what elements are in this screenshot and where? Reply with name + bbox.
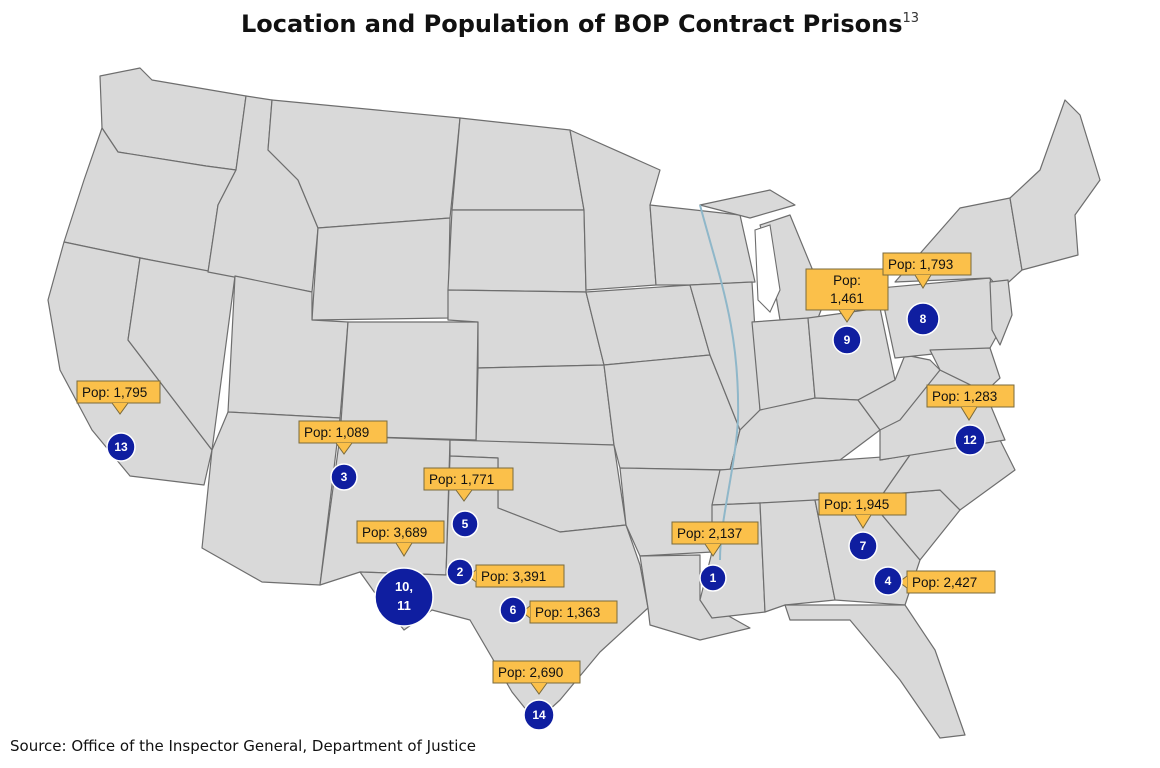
facility-number: 8 (920, 312, 927, 326)
title-footnote: 13 (902, 11, 920, 26)
facility-marker[interactable] (523, 699, 555, 731)
facility-12: Pop: 1,283 12 (926, 384, 1015, 456)
facility-number: 13 (114, 440, 128, 454)
facility-marker[interactable] (906, 302, 940, 336)
facility-8: Pop: 1,793 8 (882, 252, 972, 336)
population-label: Pop: 1,771 (429, 472, 494, 487)
state-alabama (759, 499, 836, 613)
facility-number: 12 (963, 433, 977, 447)
facility-marker[interactable] (451, 510, 479, 538)
facility-marker[interactable] (873, 566, 903, 596)
state-new-mexico (319, 435, 451, 586)
callout-pointer (838, 309, 856, 323)
facility-number: 6 (510, 603, 517, 617)
population-label: 1,461 (830, 291, 864, 306)
facility-13: Pop: 1,795 13 (76, 380, 161, 462)
population-callout (805, 268, 889, 311)
callout-pointer (960, 406, 978, 421)
facility-marker[interactable] (499, 596, 527, 624)
facility-marker[interactable] (446, 558, 474, 586)
population-label: Pop: 1,945 (824, 497, 889, 512)
callout-pointer (395, 542, 413, 557)
title-text: Location and Population of BOP Contract … (240, 10, 903, 38)
facility-2: Pop: 3,391 2 (446, 558, 565, 588)
state-north-dakota (451, 117, 585, 211)
state-kentucky (729, 397, 881, 471)
state-kansas (475, 364, 615, 446)
state-pennsylvania (879, 277, 1001, 359)
facility-number: 5 (462, 517, 469, 531)
facility-marker[interactable] (330, 463, 358, 491)
facility-number: 9 (844, 333, 851, 347)
state-south-dakota (447, 209, 587, 293)
state-florida (784, 604, 966, 739)
callout-pointer (704, 543, 722, 557)
facility-number: 1 (710, 571, 717, 585)
population-label: Pop: 1,283 (932, 389, 997, 404)
state-wyoming (311, 217, 451, 321)
facility-1: Pop: 2,137 1 (671, 521, 759, 592)
population-label: Pop: 1,089 (304, 425, 369, 440)
facility-3: Pop: 1,089 3 (298, 420, 388, 491)
facility-marker[interactable] (374, 567, 434, 627)
population-label: Pop: 2,427 (912, 575, 977, 590)
callout-pointer (111, 402, 129, 415)
facility-10-11: Pop: 3,689 10, 11 (356, 520, 445, 627)
us-landmass (47, 67, 1101, 739)
facility-number: 14 (532, 708, 546, 722)
source-note: Source: Office of the Inspector General,… (10, 737, 476, 755)
state-new-york (894, 197, 1023, 291)
facility-6: Pop: 1,363 6 (499, 596, 618, 624)
facility-number: 4 (885, 574, 892, 588)
state-new-jersey (989, 279, 1013, 346)
facility-number: 2 (457, 565, 464, 579)
facility-9: Pop: 1,461 9 (805, 268, 889, 355)
callout-pointer (914, 274, 932, 289)
facility-marker[interactable] (832, 325, 862, 355)
callout-pointer (455, 489, 473, 502)
facility-marker[interactable] (954, 424, 986, 456)
population-label: Pop: 1,363 (535, 605, 600, 620)
mississippi-river (699, 204, 740, 561)
facility-marker[interactable] (848, 531, 878, 561)
population-label: Pop: 3,391 (481, 569, 546, 584)
facility-number: 3 (341, 470, 348, 484)
facility-7: Pop: 1,945 7 (818, 492, 907, 561)
population-label: Pop: 1,795 (82, 385, 147, 400)
callout-pointer (854, 514, 872, 529)
state-iowa (585, 284, 711, 366)
map-title: Location and Population of BOP Contract … (0, 10, 1160, 38)
population-label: Pop: (833, 273, 861, 288)
facility-number: 7 (860, 539, 867, 553)
callout-pointer (335, 442, 353, 455)
state-new-england (1009, 99, 1101, 271)
state-louisiana (639, 554, 751, 641)
facility-5: Pop: 1,771 5 (423, 467, 514, 538)
facility-4: Pop: 2,427 4 (873, 566, 996, 596)
facility-marker[interactable] (699, 564, 727, 592)
population-label: Pop: 2,137 (677, 526, 742, 541)
lake-michigan (754, 224, 781, 313)
state-west-virginia (857, 354, 941, 431)
facility-marker[interactable] (106, 432, 136, 462)
state-arizona (201, 411, 341, 586)
population-label: Pop: 2,690 (498, 665, 563, 680)
population-label: Pop: 3,689 (362, 525, 427, 540)
facility-14: Pop: 2,690 14 (492, 660, 581, 731)
population-label: Pop: 1,793 (888, 257, 953, 272)
facility-number: 10, (395, 579, 413, 594)
facility-number: 11 (397, 598, 411, 613)
state-michigan-up (699, 189, 796, 219)
callout-pointer (530, 682, 548, 695)
